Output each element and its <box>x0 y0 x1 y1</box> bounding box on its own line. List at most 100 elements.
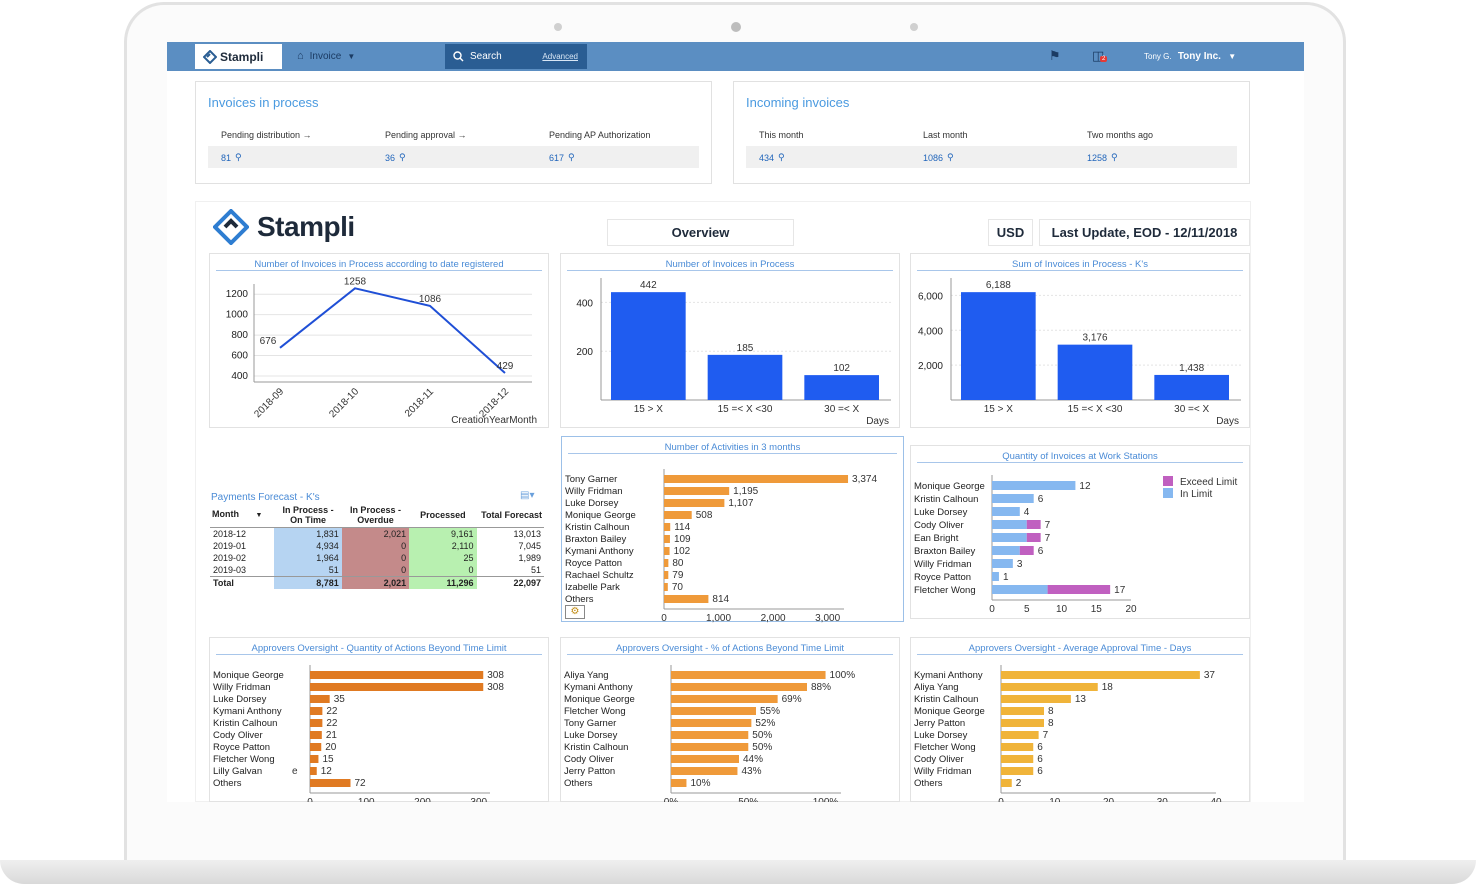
category-label: Willy Fridman <box>914 766 972 777</box>
bar <box>310 755 319 763</box>
bar <box>310 683 484 691</box>
bar <box>671 719 752 727</box>
pending-distribution-label[interactable]: Pending distribution → <box>221 130 312 140</box>
search-label: Search <box>470 51 502 62</box>
bar-segment <box>992 585 1048 594</box>
search-icon[interactable]: ⚲ <box>947 152 954 162</box>
x-tick-label: 30 <box>1157 797 1169 802</box>
bar <box>671 707 756 715</box>
hbar-chart: 0 1,000 2,000 3,000 Tony Garner 3,374 Willy Fr… <box>565 469 877 623</box>
currency-selector[interactable]: USD <box>988 219 1033 246</box>
table-cell: 8,781 <box>274 575 342 589</box>
table-cell: 2019-03 <box>213 564 247 575</box>
x-axis-label: CreationYearMonth <box>451 415 537 426</box>
column-header-month[interactable]: Month ▼ <box>210 504 275 528</box>
flag-icon[interactable]: ⚑ <box>1049 48 1061 63</box>
y-tick-label: 400 <box>576 298 593 309</box>
inbox-icon[interactable]: ◫ 2 <box>1092 48 1108 63</box>
category-label: Others <box>565 594 594 605</box>
search-bar[interactable]: Search Advanced <box>445 44 587 69</box>
bar <box>310 707 323 715</box>
search-icon[interactable]: ⚲ <box>399 152 406 162</box>
x-tick-label: 40 <box>1210 797 1222 802</box>
user-menu[interactable]: Tony G. Tony Inc. ▼ <box>1144 51 1236 62</box>
x-tick-label: 100 <box>358 797 375 802</box>
bar <box>664 499 725 507</box>
category-label: Kristin Calhoun <box>213 718 277 729</box>
table-options-icon[interactable]: ▤▾ <box>520 490 535 501</box>
category-label: Rachael Schultz <box>565 570 634 581</box>
category-label: Luke Dorsey <box>914 730 968 741</box>
data-label: 814 <box>712 594 729 605</box>
table-cell: 2019-01 <box>213 540 247 551</box>
advanced-search-link[interactable]: Advanced <box>542 52 578 61</box>
table-cell: 2,021 <box>341 527 410 540</box>
x-tick-label: 50% <box>738 797 758 802</box>
legend-label: In Limit <box>1180 489 1212 500</box>
bar <box>1001 767 1034 775</box>
two-months-ago-count[interactable]: 1258 ⚲ <box>1087 152 1118 163</box>
y-tick-label: 4,000 <box>918 326 943 337</box>
data-label: 50% <box>752 730 772 741</box>
category-label: Monique George <box>565 510 636 521</box>
payments-forecast-table: Month ▼ In Process - On Time In Process … <box>210 504 544 589</box>
data-label: 308 <box>487 682 504 693</box>
bar <box>1001 683 1098 691</box>
overview-tab[interactable]: Overview <box>607 219 794 246</box>
category-label: Willy Fridman <box>914 559 972 570</box>
bar <box>664 487 730 495</box>
chart-card-activities: Number of Activities in 3 months 0 1,000 2… <box>561 436 904 623</box>
table-cell: Total <box>210 575 275 589</box>
chart-title: Approvers Oversight - Average Approval T… <box>968 643 1192 654</box>
x-tick-label: 15 > X <box>634 404 664 415</box>
search-icon[interactable]: ⚲ <box>1111 152 1118 162</box>
category-label: Monique George <box>564 694 635 705</box>
category-label: Luke Dorsey <box>565 498 619 509</box>
data-label: 88% <box>811 682 831 693</box>
bar <box>310 671 484 679</box>
bar <box>961 292 1036 400</box>
pending-ap-count[interactable]: 617 ⚲ <box>549 152 575 163</box>
sort-icon[interactable]: ▼ <box>255 512 263 520</box>
category-label: Others <box>213 778 242 789</box>
x-tick-label: 3,000 <box>815 613 840 623</box>
company-name: Tony Inc. <box>1177 51 1221 62</box>
bar-segment <box>1047 585 1111 594</box>
y-tick-label: 600 <box>231 351 248 362</box>
x-tick-label: 0 <box>307 797 313 802</box>
last-month-label: Last month <box>923 130 968 140</box>
data-label: 10% <box>690 778 710 789</box>
table-row: 2018-12 1,831 2,021 9,161 13,013 <box>210 527 544 540</box>
data-label: 676 <box>260 336 277 347</box>
search-icon[interactable]: ⚲ <box>235 152 242 162</box>
search-icon[interactable]: ⚲ <box>568 152 575 162</box>
bar <box>664 511 692 519</box>
category-label: Kristin Calhoun <box>564 742 628 753</box>
data-label: 22 <box>326 718 338 729</box>
bar <box>707 354 783 400</box>
category-label: Kymani Anthony <box>565 546 634 557</box>
bar-segment <box>992 507 1020 516</box>
series-line <box>279 287 506 374</box>
app-logo[interactable]: Stampli <box>195 44 282 69</box>
pending-distribution-count[interactable]: 81 ⚲ <box>221 152 242 163</box>
pending-approval-count[interactable]: 36 ⚲ <box>385 152 406 163</box>
invoice-menu[interactable]: ⌂ Invoice ▼ <box>297 50 355 62</box>
y-tick-label: 1200 <box>226 289 249 300</box>
bar <box>671 671 826 679</box>
export-icon[interactable]: ⚙ <box>565 605 585 619</box>
x-tick-label: 2018-11 <box>403 386 437 420</box>
last-month-count[interactable]: 1086 ⚲ <box>923 152 954 163</box>
search-icon[interactable]: ⚲ <box>778 152 785 162</box>
pending-approval-label[interactable]: Pending approval → <box>385 130 467 140</box>
category-label: Others <box>914 778 943 789</box>
this-month-count[interactable]: 434 ⚲ <box>759 152 785 163</box>
data-label: 508 <box>696 510 713 521</box>
data-label: 6 <box>1037 754 1043 765</box>
x-tick-label: 0 <box>989 604 995 615</box>
bar <box>671 695 778 703</box>
chevron-down-icon: ▼ <box>1228 52 1237 61</box>
bar <box>664 559 669 567</box>
y-tick-label: 6,000 <box>918 291 943 302</box>
data-label: 20 <box>325 742 337 753</box>
